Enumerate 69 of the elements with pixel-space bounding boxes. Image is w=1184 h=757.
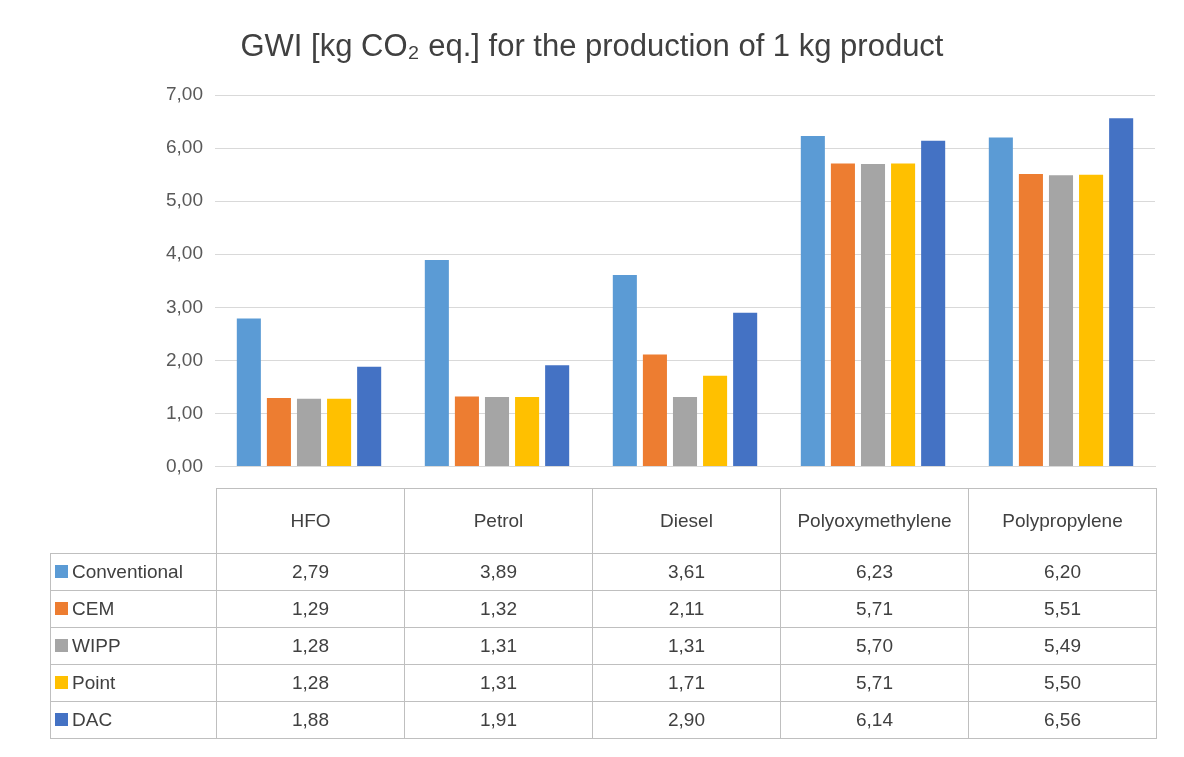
data-label: 5,70	[780, 627, 969, 665]
bar	[612, 274, 637, 467]
data-label: 2,11	[592, 590, 781, 628]
bar	[515, 397, 540, 467]
bar	[454, 396, 479, 467]
legend-label: WIPP	[50, 627, 217, 665]
data-label: 6,23	[780, 553, 969, 591]
chart-title: GWI [kg CO₂ eq.] for the production of 1 kg product	[239, 28, 945, 64]
data-label: 5,49	[968, 627, 1157, 665]
bar	[921, 140, 946, 467]
bar	[545, 365, 570, 467]
bar	[357, 366, 382, 467]
bar	[642, 354, 667, 467]
legend-label: Conventional	[50, 553, 217, 591]
bar	[296, 398, 322, 467]
bar	[1079, 174, 1104, 467]
x-tick-label: Polyoxymethylene	[780, 488, 969, 554]
data-label: 1,28	[216, 627, 405, 665]
bar	[236, 318, 261, 467]
bar	[800, 135, 825, 467]
bar	[703, 375, 728, 467]
y-tick-label: 2,00	[166, 348, 203, 370]
bar	[672, 397, 698, 467]
data-label: 1,71	[592, 664, 781, 702]
data-label: 1,31	[404, 627, 593, 665]
legend-label: DAC	[50, 701, 217, 739]
data-label: 5,71	[780, 664, 969, 702]
bar	[733, 312, 758, 467]
data-label: 3,61	[592, 553, 781, 591]
data-label: 6,14	[780, 701, 969, 739]
y-tick-label: 5,00	[166, 189, 203, 211]
data-label: 6,20	[968, 553, 1157, 591]
bar	[424, 260, 449, 467]
data-label: 1,31	[404, 664, 593, 702]
data-label: 6,56	[968, 701, 1157, 739]
x-tick-label: Polypropylene	[968, 488, 1157, 554]
bar	[484, 397, 510, 467]
legend-label: CEM	[50, 590, 217, 628]
y-tick-label: 7,00	[166, 83, 203, 105]
data-label: 1,28	[216, 664, 405, 702]
data-label: 1,32	[404, 590, 593, 628]
data-label: 1,31	[592, 627, 781, 665]
bar	[327, 398, 352, 467]
x-tick-label: Petrol	[404, 488, 593, 554]
bar	[1018, 174, 1043, 467]
legend-label: Point	[50, 664, 217, 702]
data-label: 3,89	[404, 553, 593, 591]
bar	[830, 163, 855, 467]
bar	[891, 163, 916, 467]
y-tick-label: 0,00	[166, 454, 203, 476]
bar	[266, 398, 291, 467]
y-tick-label: 6,00	[166, 136, 203, 158]
y-tick-label: 4,00	[166, 242, 203, 264]
data-label: 5,50	[968, 664, 1157, 702]
bar	[988, 137, 1013, 467]
bar	[1109, 118, 1134, 467]
data-label: 5,51	[968, 590, 1157, 628]
y-tick-label: 3,00	[166, 295, 203, 317]
x-tick-label: Diesel	[592, 488, 781, 554]
data-label: 2,79	[216, 553, 405, 591]
bar	[860, 164, 886, 467]
y-tick-label: 1,00	[166, 401, 203, 423]
data-label: 2,90	[592, 701, 781, 739]
data-label: 1,29	[216, 590, 405, 628]
data-label: 1,91	[404, 701, 593, 739]
bar	[1048, 175, 1074, 467]
data-label: 5,71	[780, 590, 969, 628]
x-tick-label: HFO	[216, 488, 405, 554]
data-label: 1,88	[216, 701, 405, 739]
